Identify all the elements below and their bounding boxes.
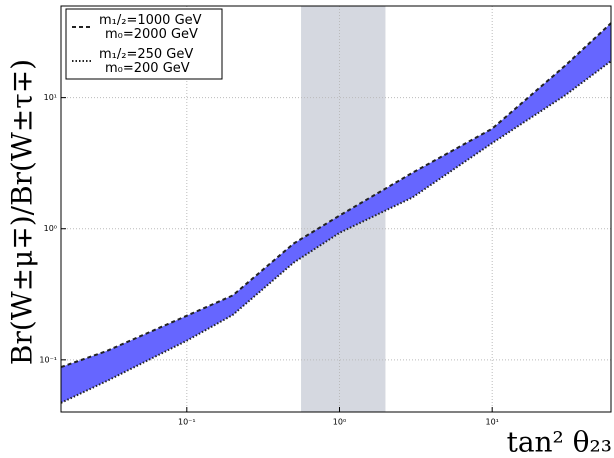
legend-label: m₁/₂=1000 GeV m₀=2000 GeV [99, 13, 202, 42]
y-axis-label: Br(W±μ∓)/Br(W±τ∓) [6, 59, 39, 365]
y-tick-label: 10¹ [44, 93, 57, 102]
x-axis-label: tan² θ₂₃ [507, 426, 612, 458]
band-area [61, 23, 611, 403]
x-tick-label: 10¹ [485, 418, 498, 427]
y-tick-label: 10⁰ [44, 224, 57, 233]
plot-frame [60, 5, 612, 413]
x-tick-label: 10⁻¹ [178, 418, 196, 427]
series-line [60, 22, 612, 369]
legend-label: m₁/₂=250 GeV m₀=200 GeV [99, 47, 193, 76]
y-tick-label: 10⁻¹ [39, 355, 57, 364]
series-line [60, 60, 612, 404]
legend-box [65, 8, 223, 80]
x-tick-label: 10⁰ [333, 418, 346, 427]
